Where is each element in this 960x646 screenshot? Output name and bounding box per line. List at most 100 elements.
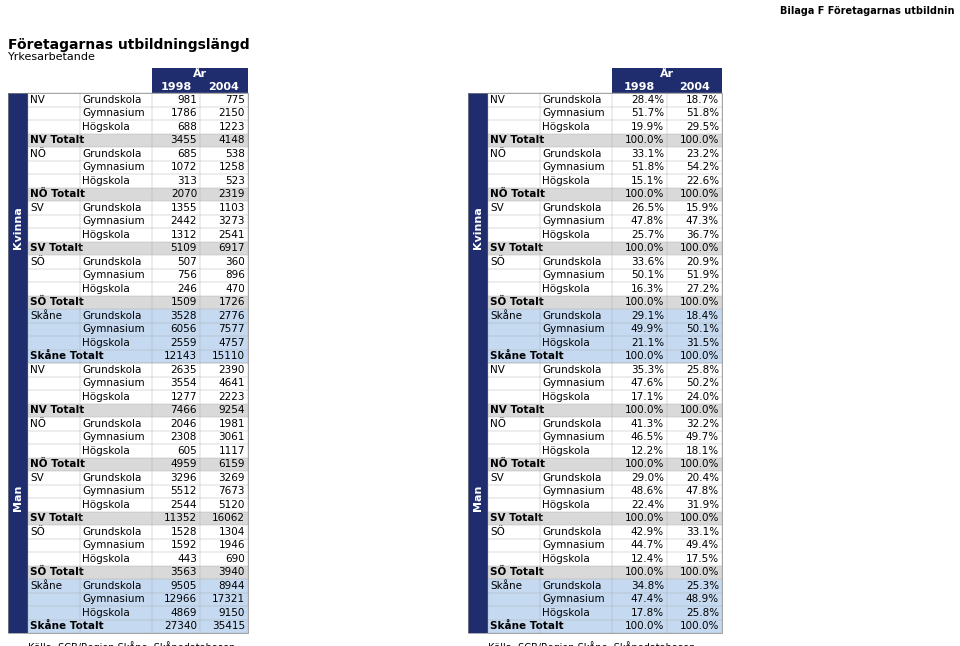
Bar (28, 309, 248, 322)
Text: 100.0%: 100.0% (680, 567, 719, 578)
Text: 100.0%: 100.0% (625, 459, 664, 469)
Text: Högskola: Högskola (82, 446, 130, 455)
Text: 17.1%: 17.1% (631, 391, 664, 402)
Bar (488, 201, 722, 214)
Text: 100.0%: 100.0% (680, 621, 719, 631)
Text: 29.0%: 29.0% (631, 473, 664, 483)
Text: 2223: 2223 (219, 391, 245, 402)
Text: 9254: 9254 (219, 405, 245, 415)
Text: 7577: 7577 (219, 324, 245, 334)
Bar (28, 539, 248, 552)
Text: NÖ: NÖ (490, 419, 506, 429)
Text: Grundskola: Grundskola (542, 311, 601, 321)
Text: Gymnasium: Gymnasium (82, 540, 145, 550)
Text: 47.3%: 47.3% (685, 216, 719, 226)
Text: 25.3%: 25.3% (685, 581, 719, 590)
Text: 22.6%: 22.6% (685, 176, 719, 186)
Text: 2004: 2004 (679, 81, 710, 92)
Text: SÖ Totalt: SÖ Totalt (490, 297, 543, 307)
Text: 23.2%: 23.2% (685, 149, 719, 159)
Text: Grundskola: Grundskola (82, 473, 141, 483)
Bar (488, 539, 722, 552)
Text: Gymnasium: Gymnasium (82, 594, 145, 604)
Text: Gymnasium: Gymnasium (82, 324, 145, 334)
Text: 1117: 1117 (219, 446, 245, 455)
Text: SV Totalt: SV Totalt (490, 514, 543, 523)
Text: 8944: 8944 (219, 581, 245, 590)
Text: Högskola: Högskola (82, 121, 130, 132)
Text: 48.9%: 48.9% (685, 594, 719, 604)
Text: Grundskola: Grundskola (82, 311, 141, 321)
Text: Skåne: Skåne (30, 311, 62, 321)
Text: 26.5%: 26.5% (631, 203, 664, 213)
Text: 1726: 1726 (219, 297, 245, 307)
Text: Företagarnas utbildningslängd: Företagarnas utbildningslängd (8, 38, 250, 52)
Bar (488, 592, 722, 606)
Text: 100.0%: 100.0% (680, 297, 719, 307)
Bar (468, 363, 488, 633)
Text: 3296: 3296 (171, 473, 197, 483)
Bar (488, 377, 722, 390)
Text: 20.4%: 20.4% (686, 473, 719, 483)
Bar (28, 390, 248, 404)
Text: Högskola: Högskola (82, 338, 130, 348)
Text: 51.8%: 51.8% (685, 109, 719, 118)
Text: 44.7%: 44.7% (631, 540, 664, 550)
Text: 7673: 7673 (219, 486, 245, 496)
Text: 6159: 6159 (219, 459, 245, 469)
Text: 9505: 9505 (171, 581, 197, 590)
Text: Grundskola: Grundskola (82, 365, 141, 375)
Text: 3563: 3563 (171, 567, 197, 578)
Text: Högskola: Högskola (82, 500, 130, 510)
Text: 1312: 1312 (171, 230, 197, 240)
Text: 42.9%: 42.9% (631, 526, 664, 537)
Bar (28, 377, 248, 390)
Text: 25.7%: 25.7% (631, 230, 664, 240)
Bar (28, 363, 248, 377)
Bar (488, 565, 722, 579)
Text: 2635: 2635 (171, 365, 197, 375)
Text: 33.6%: 33.6% (631, 256, 664, 267)
Text: 538: 538 (226, 149, 245, 159)
Text: 1998: 1998 (624, 81, 655, 92)
Text: 100.0%: 100.0% (680, 189, 719, 199)
Bar (28, 134, 248, 147)
Text: 49.7%: 49.7% (685, 432, 719, 443)
Text: 50.1%: 50.1% (686, 324, 719, 334)
Text: 2150: 2150 (219, 109, 245, 118)
Bar (488, 147, 722, 160)
Text: 47.4%: 47.4% (631, 594, 664, 604)
Text: Högskola: Högskola (542, 391, 589, 402)
Text: 3269: 3269 (219, 473, 245, 483)
Text: 688: 688 (178, 121, 197, 132)
Text: 19.9%: 19.9% (631, 121, 664, 132)
Bar (488, 228, 722, 242)
Bar (28, 93, 248, 107)
Bar (28, 269, 248, 282)
Text: Gymnasium: Gymnasium (542, 379, 605, 388)
Text: Man: Man (13, 484, 23, 511)
Bar (488, 93, 722, 107)
Text: 2004: 2004 (208, 81, 239, 92)
Bar (28, 498, 248, 512)
Text: 18.4%: 18.4% (685, 311, 719, 321)
Bar (28, 295, 248, 309)
Text: Grundskola: Grundskola (542, 473, 601, 483)
Bar (28, 512, 248, 525)
Bar (28, 552, 248, 565)
Text: Högskola: Högskola (82, 230, 130, 240)
Text: År: År (193, 69, 207, 79)
Text: 28.4%: 28.4% (631, 95, 664, 105)
Text: 27.2%: 27.2% (685, 284, 719, 294)
Text: 1277: 1277 (171, 391, 197, 402)
Bar (28, 228, 248, 242)
Text: 1509: 1509 (171, 297, 197, 307)
Text: 3940: 3940 (219, 567, 245, 578)
Text: 21.1%: 21.1% (631, 338, 664, 348)
Text: 1946: 1946 (219, 540, 245, 550)
Text: Högskola: Högskola (82, 176, 130, 186)
Bar (28, 201, 248, 214)
Text: Yrkesarbetande: Yrkesarbetande (8, 52, 96, 62)
Text: 2544: 2544 (171, 500, 197, 510)
Text: 470: 470 (226, 284, 245, 294)
